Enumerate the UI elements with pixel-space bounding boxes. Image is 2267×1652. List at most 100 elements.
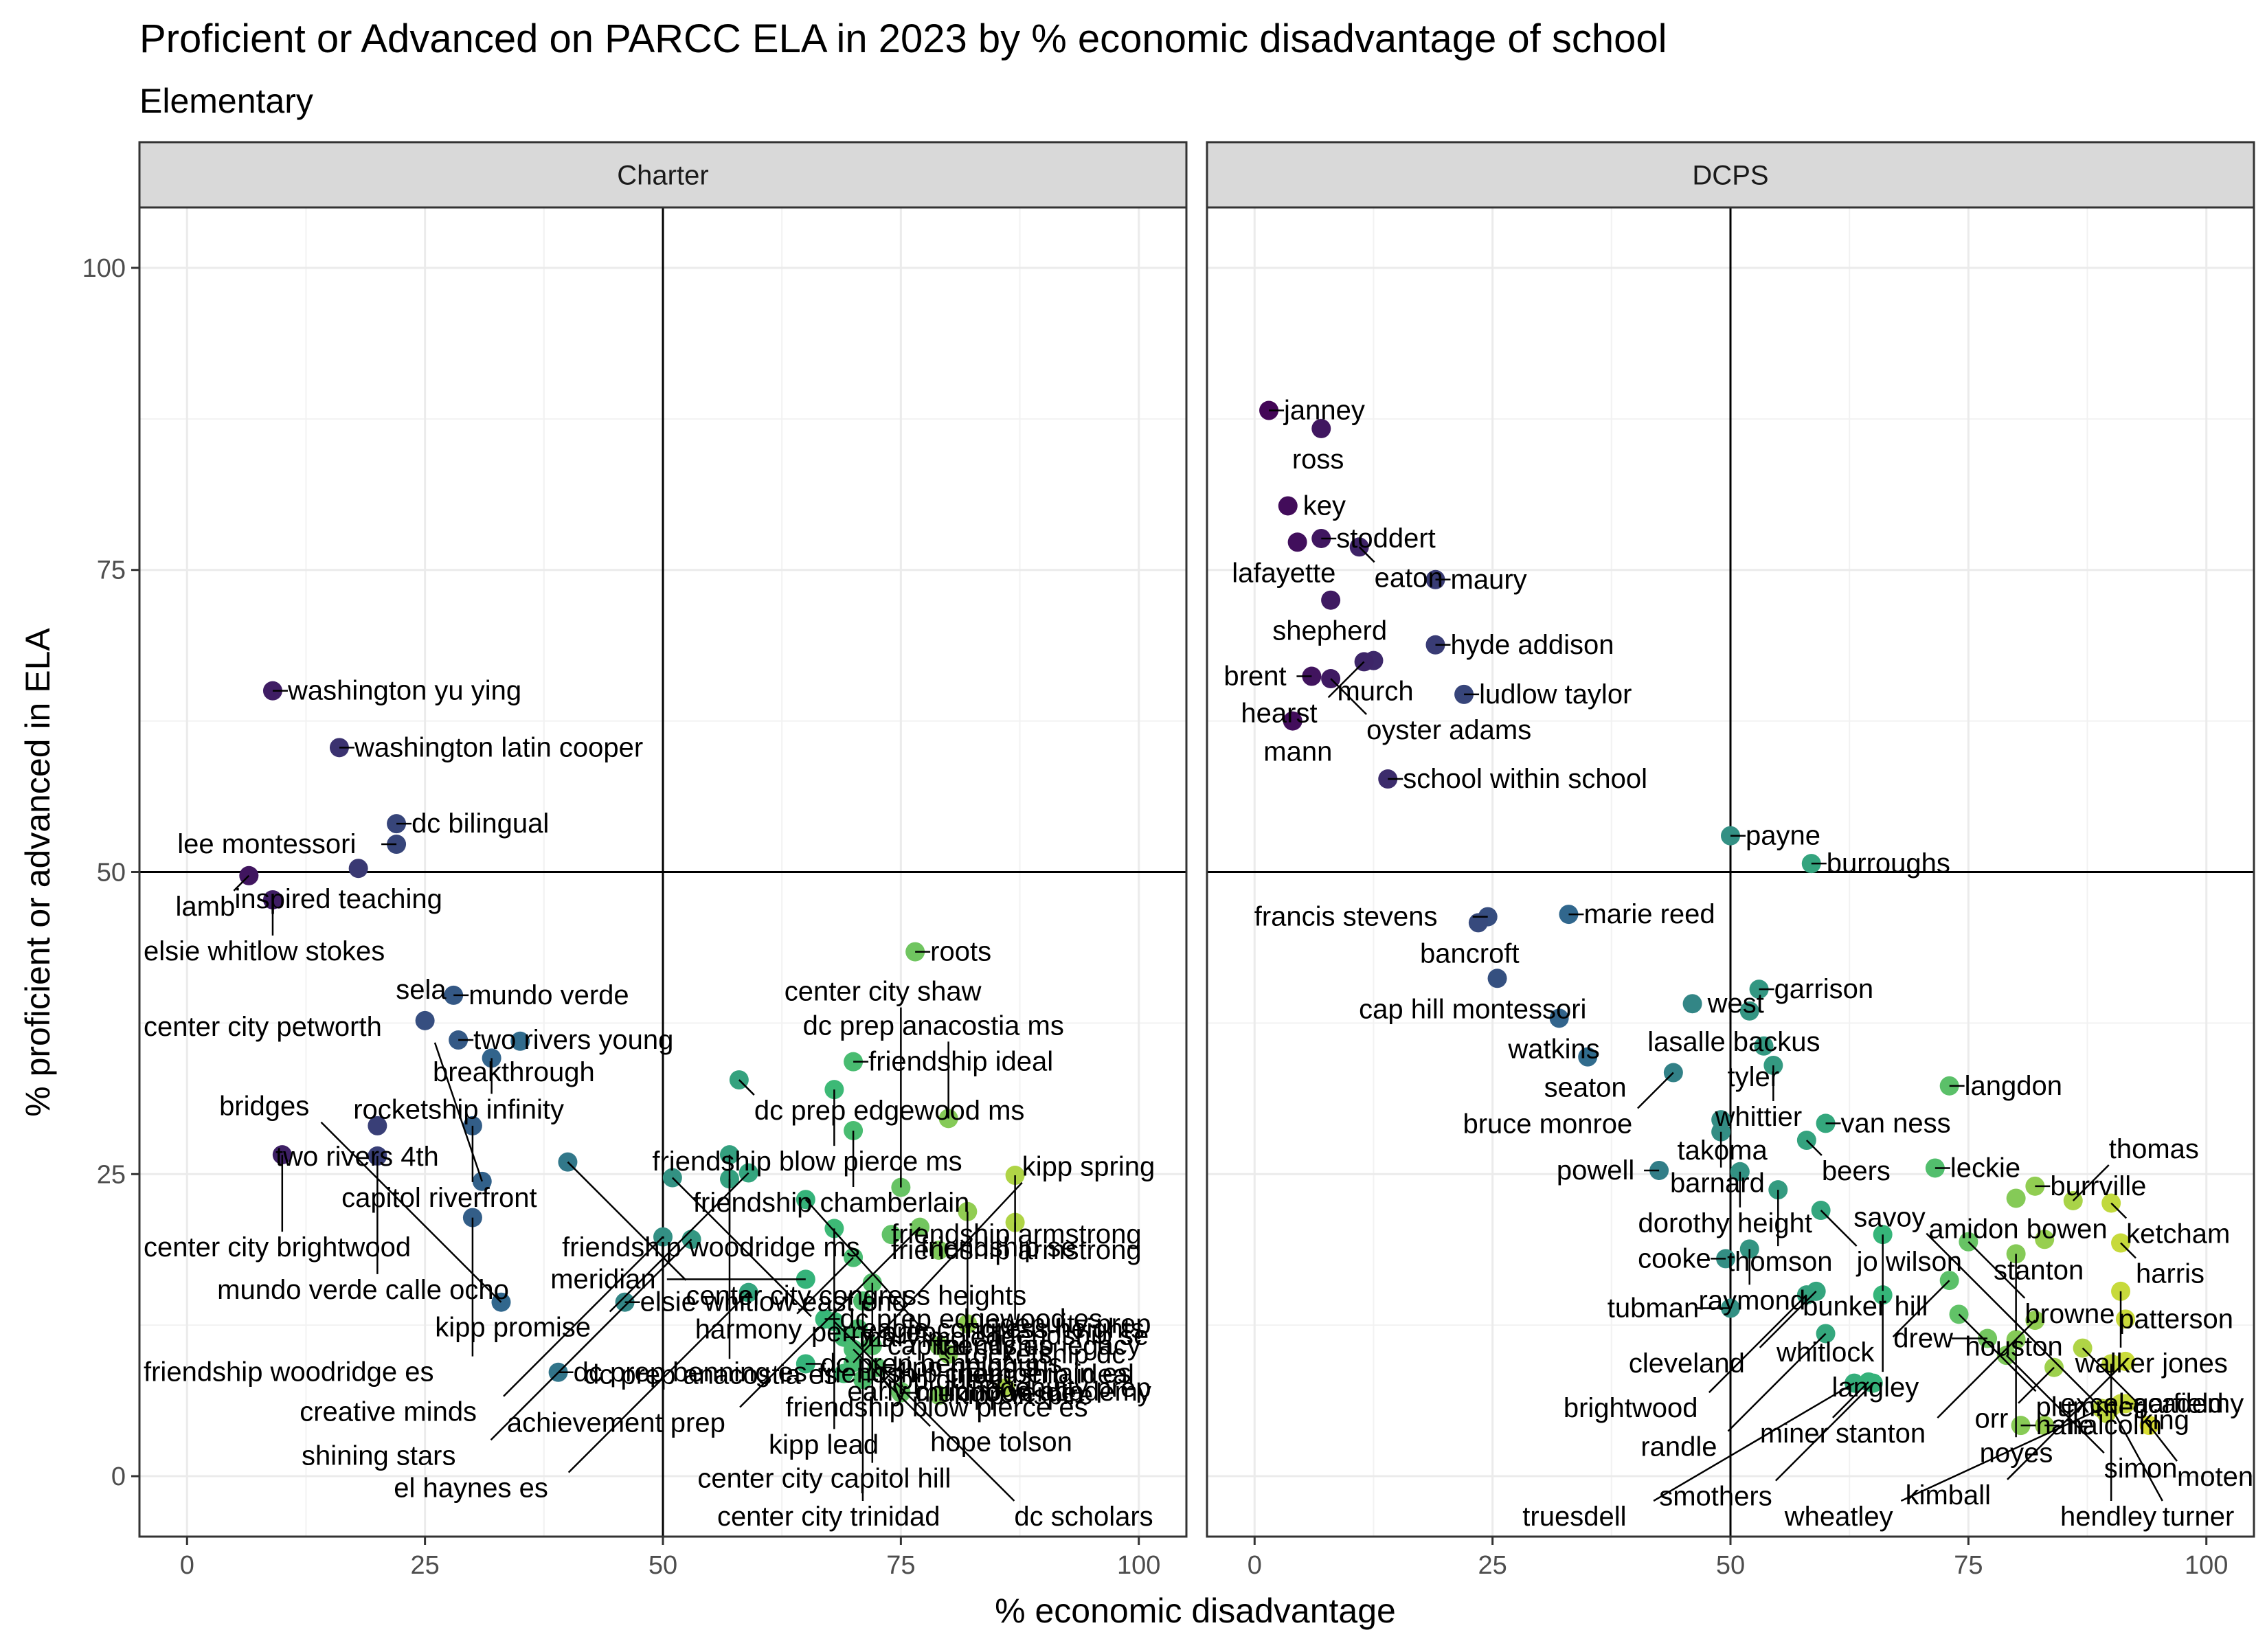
point-label: turner xyxy=(2163,1502,2235,1532)
point-label: miner xyxy=(1760,1418,1829,1449)
label-leader-line xyxy=(853,1181,1023,1364)
point-label: friendship se xyxy=(993,1321,1149,1351)
label-leader-line xyxy=(1358,546,1375,563)
panel-strip xyxy=(138,141,1188,209)
point-label: bunker hill xyxy=(1803,1291,1928,1322)
point-label: friendship chamberlain es xyxy=(818,1359,1131,1389)
point-label: inspired teaching xyxy=(234,884,442,914)
point-label: patterson xyxy=(2119,1304,2233,1334)
point-friendship-armstrong xyxy=(929,1241,949,1260)
point-label: bridges xyxy=(219,1091,309,1122)
point-label: ingenuity prep xyxy=(978,1309,1151,1339)
point-lasalle-backus xyxy=(1739,1001,1759,1021)
point-label: el haynes es xyxy=(394,1473,548,1504)
point-label: west xyxy=(1707,988,1764,1019)
point-seaton xyxy=(1578,1047,1598,1067)
point-label: lasalle backus xyxy=(1647,1027,1820,1057)
point-label: friendship woodridge es xyxy=(144,1357,433,1388)
y-tick-label: 100 xyxy=(82,254,126,283)
point-sela xyxy=(415,1010,435,1030)
point-label: dc prep anacostia es xyxy=(584,1359,837,1390)
point-label: malcolm xyxy=(2060,1410,2162,1440)
point-label: elsie whitlow east end xyxy=(640,1287,907,1317)
point-label: dc prep anacostia ms xyxy=(803,1010,1064,1041)
point-bancroft xyxy=(1468,913,1488,933)
point-label: eagle congress heights xyxy=(862,1313,1144,1344)
label-leader-line xyxy=(2072,1164,2110,1201)
point-amidon-bowen xyxy=(2006,1188,2026,1208)
label-leader-line xyxy=(1820,1210,1858,1247)
point-label: simon xyxy=(2104,1453,2178,1484)
point-west xyxy=(1682,994,1702,1014)
point-label: achievement prep xyxy=(507,1408,725,1438)
point-label: truesdell xyxy=(1522,1502,1626,1532)
point-label: cooke xyxy=(1638,1243,1711,1274)
label-leader-line xyxy=(233,874,250,892)
point-label: ketcham xyxy=(2126,1219,2230,1249)
point-label: elsie whitlow stokes xyxy=(144,936,385,966)
point-label: mary mcleod xyxy=(859,1322,1016,1353)
point-label: stanton xyxy=(1994,1255,2084,1285)
label-leader-line xyxy=(1774,1382,1874,1482)
point-label: whittier xyxy=(1715,1102,1803,1132)
x-tick-label: 0 xyxy=(180,1551,194,1580)
label-leader-line xyxy=(738,1079,755,1096)
point-label: dc scholars xyxy=(1014,1502,1153,1532)
label-leader-line xyxy=(2005,1355,2105,1454)
label-leader-line xyxy=(1653,1382,1855,1502)
label-leader-line xyxy=(490,1238,692,1441)
point-label: harris xyxy=(2136,1259,2204,1289)
panels-layer: washington yu ying washington latin coope… xyxy=(82,141,2255,1580)
point-label: browne xyxy=(2024,1299,2114,1329)
point-label: amidon bowen xyxy=(1928,1214,2107,1244)
point-label: early childhood academy xyxy=(847,1377,1151,1407)
point-label: friendship woodridge ms xyxy=(562,1232,860,1263)
point-label: capitol riverfront xyxy=(341,1183,537,1213)
label-leader-line xyxy=(853,1348,931,1427)
point-label: garrison xyxy=(1774,974,1874,1004)
point-label: center city capitol hill xyxy=(697,1464,951,1494)
point-stanton xyxy=(2035,1230,2055,1249)
point-label: savoy xyxy=(1853,1203,1926,1233)
y-tick-label: 0 xyxy=(111,1462,126,1491)
point-ingenuity-prep xyxy=(995,1378,1015,1398)
point-label: brightwood xyxy=(1564,1393,1698,1423)
point-label: key xyxy=(1303,490,1346,521)
point-label: king xyxy=(2139,1405,2189,1436)
point-label: wheatley xyxy=(1784,1502,1893,1532)
point-label: mann xyxy=(1263,737,1332,767)
x-tick-label: 25 xyxy=(410,1551,439,1580)
point-label: washington yu ying xyxy=(287,676,521,706)
point-label: rocketship dc xyxy=(964,1339,1126,1369)
point-inspired-teaching xyxy=(348,859,368,879)
label-leader-line xyxy=(1636,1072,1674,1109)
point-label: maury xyxy=(1451,565,1527,595)
point-label: friendship ideal xyxy=(949,1359,1134,1390)
label-leader-line xyxy=(796,1256,854,1315)
point-label: mundo verde calle ocho xyxy=(217,1275,509,1305)
point-label: two rivers young xyxy=(473,1025,673,1055)
point-label: lafayette xyxy=(1232,558,1335,588)
point-label: shining stars xyxy=(302,1440,456,1471)
point-label: tyler xyxy=(1727,1062,1779,1092)
label-leader-line xyxy=(1958,1313,2037,1392)
label-leader-line xyxy=(1805,1140,1823,1156)
chart-subtitle: Elementary xyxy=(139,82,313,120)
point-label: friendship ideal xyxy=(868,1047,1053,1077)
point-friendship-armstrong xyxy=(881,1225,901,1245)
x-tick-label: 0 xyxy=(1248,1551,1262,1580)
point-label: burroughs xyxy=(1827,848,1950,879)
point-early-childhood-academy xyxy=(891,1381,911,1401)
point-two-rivers-4th xyxy=(368,1116,387,1135)
point-label: kipp quest xyxy=(878,1364,1003,1394)
x-tick-label: 50 xyxy=(648,1551,677,1580)
point-label: langdon xyxy=(1965,1071,2062,1101)
point-label: murch xyxy=(1337,677,1413,707)
label-leader-line xyxy=(433,1042,483,1182)
point-shepherd xyxy=(1321,590,1341,610)
point-label: friendship legacy xyxy=(935,1331,1141,1361)
point-label: powell xyxy=(1557,1155,1634,1186)
point-label: friendship armstrong xyxy=(891,1219,1142,1249)
point-lafayette xyxy=(1287,532,1307,552)
